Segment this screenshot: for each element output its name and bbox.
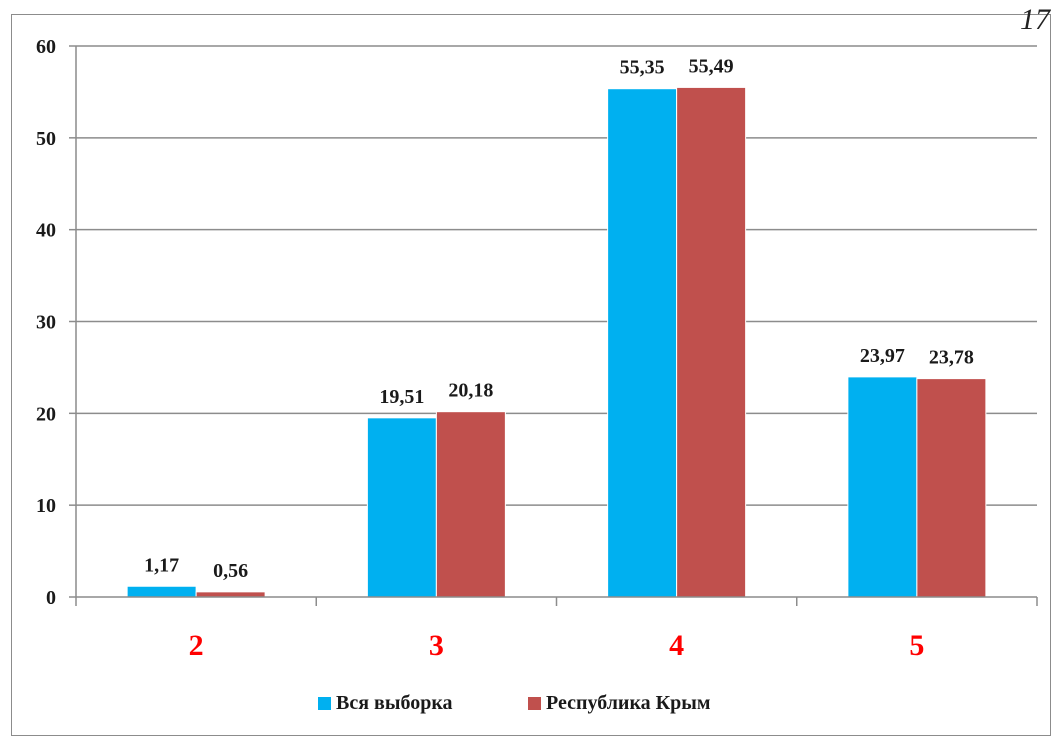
legend-label: Вся выборка xyxy=(336,692,453,714)
y-tick-label: 60 xyxy=(36,36,56,58)
data-labels: 1,17 0,56 19,51 20,18 55,35 55,49 23,97 23,78 xyxy=(144,55,974,581)
bar xyxy=(916,378,987,598)
y-tick-label: 50 xyxy=(36,128,56,150)
bar xyxy=(435,411,506,598)
data-label: 55,35 xyxy=(620,57,665,79)
data-label: 19,51 xyxy=(379,386,424,408)
legend-swatch xyxy=(318,697,331,710)
axes: 0 10 20 30 40 50 60 2 3 4 5 xyxy=(36,36,1038,662)
bar xyxy=(366,417,437,598)
y-tick-label: 10 xyxy=(36,495,56,517)
data-label: 0,56 xyxy=(213,560,248,582)
x-tick-label: 3 xyxy=(429,629,444,662)
gridlines xyxy=(76,45,1037,506)
x-tick-label: 2 xyxy=(189,629,204,662)
data-label: 23,78 xyxy=(929,347,974,369)
y-tick-label: 20 xyxy=(36,403,56,425)
legend-swatch xyxy=(528,697,541,710)
legend: Вся выборка Республика Крым xyxy=(318,692,711,714)
chart-frame: 17 xyxy=(11,3,1051,736)
x-tick-label: 5 xyxy=(909,629,924,662)
y-tick-label: 0 xyxy=(46,587,56,609)
bar xyxy=(676,86,747,598)
bars xyxy=(126,86,987,598)
data-label: 20,18 xyxy=(448,380,493,402)
legend-label: Республика Крым xyxy=(546,692,711,714)
bar xyxy=(195,591,266,598)
data-label: 55,49 xyxy=(689,55,734,77)
data-label: 23,97 xyxy=(860,345,905,367)
bar xyxy=(847,376,918,598)
bar xyxy=(607,88,678,598)
y-tick-label: 40 xyxy=(36,220,56,242)
bar xyxy=(126,585,197,598)
page-number: 17 xyxy=(1020,3,1050,36)
y-tick-label: 30 xyxy=(36,312,56,334)
x-tick-label: 4 xyxy=(669,629,684,662)
data-label: 1,17 xyxy=(144,554,179,576)
